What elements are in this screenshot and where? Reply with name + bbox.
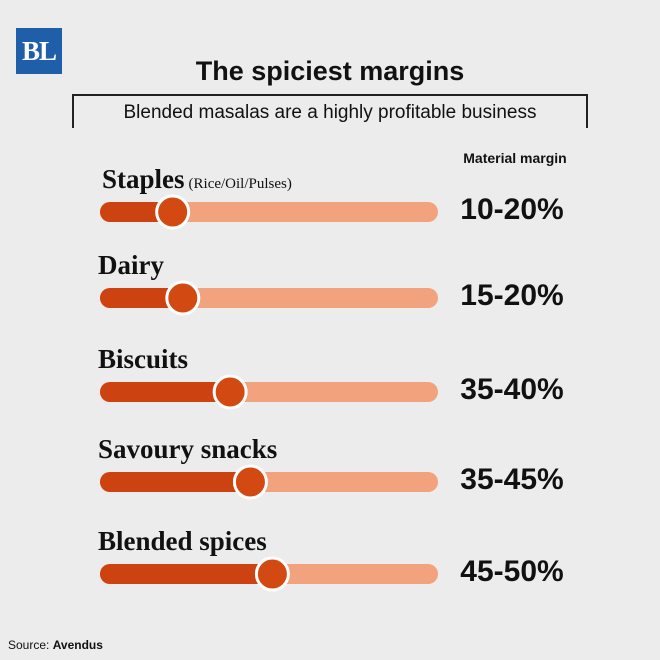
category-label-dairy: Dairy xyxy=(98,250,164,281)
category-label-biscuits: Biscuits xyxy=(98,344,188,375)
column-header: Material margin xyxy=(463,150,567,166)
source-note: Source: Avendus xyxy=(8,638,103,652)
bar-marker-savoury-snacks xyxy=(232,464,268,500)
bar-fill-savoury-snacks xyxy=(100,472,251,492)
bar-marker-blended-spices xyxy=(254,556,290,592)
category-name: Biscuits xyxy=(98,344,189,374)
category-label-blended-spices: Blended spices xyxy=(98,526,267,557)
category-name: Staples xyxy=(102,164,185,194)
title-divider xyxy=(72,94,588,128)
value-label-savoury-snacks: 35-45% xyxy=(460,463,564,496)
value-label-dairy: 15-20% xyxy=(460,279,564,312)
bar-fill-staples xyxy=(100,202,173,222)
category-name: Dairy xyxy=(98,250,164,280)
value-label-blended-spices: 45-50% xyxy=(460,555,564,588)
source-name: Avendus xyxy=(52,638,103,652)
category-note: (Rice/Oil/Pulses) xyxy=(188,176,292,192)
value-label-biscuits: 35-40% xyxy=(460,373,564,406)
bar-marker-biscuits xyxy=(212,374,248,410)
bar-marker-dairy xyxy=(165,280,201,316)
category-label-savoury-snacks: Savoury snacks xyxy=(98,434,277,465)
bar-fill-biscuits xyxy=(100,382,231,402)
bar-fill-dairy xyxy=(100,288,183,308)
category-name: Savoury snacks xyxy=(98,434,278,464)
bar-marker-staples xyxy=(155,194,191,230)
bar-fill-blended-spices xyxy=(100,564,273,584)
source-label: Source: xyxy=(8,638,50,652)
chart-title: The spiciest margins xyxy=(195,56,465,86)
category-label-staples: Staples (Rice/Oil/Pulses) xyxy=(102,164,292,195)
value-label-staples: 10-20% xyxy=(460,193,564,226)
category-name: Blended spices xyxy=(98,526,267,556)
chart-subtitle: Blended masalas are a highly profitable … xyxy=(115,102,545,124)
bl-logo: BL xyxy=(16,28,62,74)
